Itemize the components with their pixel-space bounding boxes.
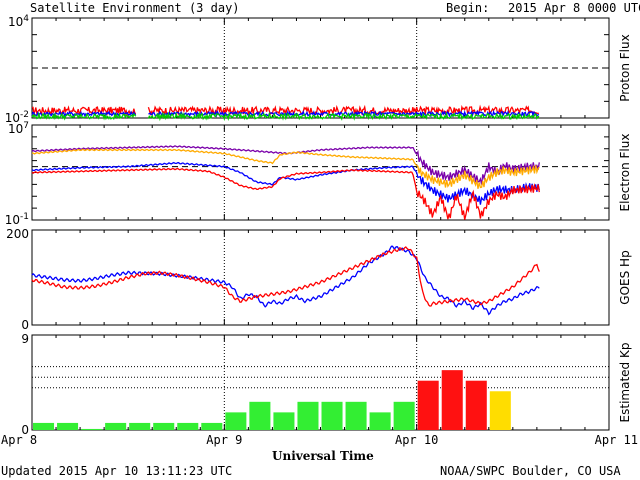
- kp-bar-8: [225, 412, 247, 430]
- begin-label: Begin:: [446, 1, 490, 15]
- kp-bar-11: [297, 401, 319, 430]
- kp-bar-14: [369, 412, 391, 430]
- series-2-blue: [31, 245, 540, 316]
- x-tick-label-3: Apr 11: [595, 433, 638, 447]
- series-0-green-seg0: [31, 111, 137, 121]
- panel-label-0: Proton Flux: [618, 34, 632, 101]
- kp-bar-12: [321, 401, 343, 430]
- chart-title: Satellite Environment (3 day): [30, 1, 240, 15]
- kp-bar-4: [129, 422, 151, 430]
- y-tick-label-top-0: 104: [8, 14, 29, 29]
- y-tick-label-top-3: 9: [21, 332, 29, 346]
- y-tick-label-bottom-2: 0: [21, 318, 29, 332]
- kp-bar-5: [153, 422, 175, 430]
- kp-bar-3: [105, 422, 127, 430]
- series-2-red: [31, 246, 540, 307]
- kp-bar-16: [417, 380, 439, 430]
- panel-frame-3: [31, 334, 610, 431]
- y-tick-label-top-2: 200: [6, 227, 29, 241]
- series-1-red: [31, 167, 540, 220]
- kp-bar-19: [489, 391, 511, 430]
- kp-bar-10: [273, 412, 295, 430]
- kp-bar-0: [33, 422, 55, 430]
- series-1-orange: [31, 148, 540, 189]
- series-0-red-seg1: [147, 104, 539, 117]
- kp-bar-2: [81, 428, 103, 430]
- x-tick-label-0: Apr 8: [1, 433, 37, 447]
- y-tick-label-bottom-0: 10-2: [5, 110, 29, 125]
- kp-bar-6: [177, 422, 199, 430]
- kp-bar-1: [57, 422, 79, 430]
- series-0-blue-seg0: [31, 110, 137, 118]
- y-tick-label-top-1: 107: [8, 121, 29, 136]
- series-1-blue: [31, 161, 540, 205]
- kp-bar-13: [345, 401, 367, 430]
- panel-label-2: GOES Hp: [618, 250, 632, 304]
- credit-text: NOAA/SWPC Boulder, CO USA: [440, 464, 621, 478]
- updated-timestamp: Updated 2015 Apr 10 13:11:23 UTC: [1, 464, 233, 478]
- x-tick-label-1: Apr 9: [206, 433, 242, 447]
- begin-value: 2015 Apr 8 0000 UTC: [508, 1, 640, 15]
- y-tick-label-bottom-3: 0: [21, 423, 29, 437]
- x-axis-label: Universal Time: [272, 449, 374, 463]
- kp-bar-15: [393, 401, 415, 430]
- panel-label-3: Estimated Kp: [618, 343, 632, 423]
- kp-bar-7: [201, 422, 223, 430]
- kp-bar-17: [441, 370, 463, 430]
- y-tick-label-bottom-1: 10-1: [5, 212, 29, 227]
- series-1-purple: [31, 145, 540, 185]
- x-tick-label-2: Apr 10: [395, 433, 438, 447]
- kp-bar-18: [465, 380, 487, 430]
- kp-bar-9: [249, 401, 271, 430]
- series-0-green-seg1: [147, 111, 540, 122]
- panel-label-1: Electron Flux: [618, 134, 632, 212]
